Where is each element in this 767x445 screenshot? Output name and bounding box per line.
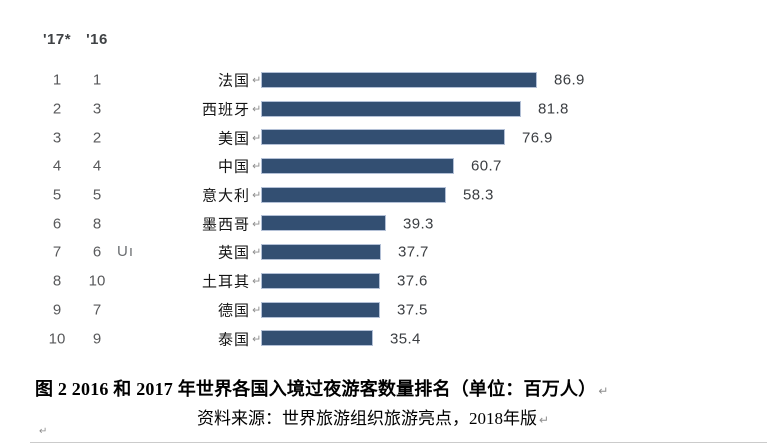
rank-2017: 6 <box>52 215 62 233</box>
bar <box>261 330 373 347</box>
rank-2016: 10 <box>88 272 106 290</box>
bar <box>261 129 505 146</box>
rank-2016: 3 <box>92 100 102 118</box>
chart-row: 3 2 美国 ↵ 76.9 <box>0 123 767 152</box>
paragraph-mark-icon: ↵ <box>252 246 262 259</box>
figure-caption-block: 图 2 2016 和 2017 年世界各国入境过夜游客数量排名（单位：百万人） ↵… <box>35 375 711 429</box>
rank-2016: 7 <box>92 301 102 319</box>
paragraph-mark-icon: ↵ <box>252 103 262 116</box>
rank-2017: 2 <box>52 100 62 118</box>
figure-caption-text: 图 2 2016 和 2017 年世界各国入境过夜游客数量排名（单位：百万人） <box>35 379 597 399</box>
bar <box>261 100 521 117</box>
value-label: 37.5 <box>397 301 428 319</box>
rank-2016: 4 <box>92 157 102 175</box>
rank-2016: 6 <box>92 243 102 261</box>
chart-row: 4 4 中国 ↵ 60.7 <box>0 152 767 181</box>
rank-2017: 5 <box>52 186 62 204</box>
value-label: 37.6 <box>397 272 428 290</box>
rank-2017: 7 <box>52 243 62 261</box>
paragraph-mark-icon: ↵ <box>39 426 48 437</box>
chart-row: 7 6 英国 ↵ 37.7 <box>0 238 767 267</box>
paragraph-mark-icon: ↵ <box>252 304 262 317</box>
paragraph-mark-icon: ↵ <box>252 74 262 87</box>
bar <box>261 272 380 289</box>
country-label: 德国 <box>217 302 250 320</box>
paragraph-mark-icon: ↵ <box>252 189 262 202</box>
paragraph-mark-icon: ↵ <box>598 384 609 398</box>
country-label: 泰国 <box>217 331 250 349</box>
rank-2017: 3 <box>52 129 62 147</box>
value-label: 60.7 <box>471 157 502 175</box>
chart-row: 5 5 意大利 ↵ 58.3 <box>0 181 767 210</box>
paragraph-mark-icon: ↵ <box>538 413 550 427</box>
rank-2017: 9 <box>52 301 62 319</box>
paragraph-mark-icon: ↵ <box>252 275 262 288</box>
value-label: 35.4 <box>390 330 421 348</box>
country-label: 意大利 <box>201 187 250 205</box>
country-label: 土耳其 <box>201 273 250 291</box>
rank-col-header-2016: '16 <box>86 31 108 48</box>
value-label: 86.9 <box>554 71 585 89</box>
paragraph-mark-icon: ↵ <box>252 218 262 231</box>
paragraph-mark-icon: ↵ <box>252 333 262 346</box>
bar <box>261 72 537 88</box>
rank-2017: 4 <box>52 157 62 175</box>
value-label: 37.7 <box>398 243 429 261</box>
bar <box>261 301 380 318</box>
bar <box>261 186 446 203</box>
page-divider <box>30 442 767 443</box>
chart-row: 1 1 法国 ↵ 86.9 <box>0 66 767 95</box>
rank-2016: 5 <box>92 186 102 204</box>
stray-text: Uı <box>117 243 134 261</box>
value-label: 39.3 <box>403 215 434 233</box>
value-label: 76.9 <box>522 129 553 147</box>
rank-2017: 1 <box>52 71 62 89</box>
paragraph-mark-icon: ↵ <box>252 132 262 145</box>
country-label: 英国 <box>217 244 250 262</box>
rank-col-header-2017: '17* <box>42 31 72 48</box>
chart-row: 10 9 泰国 ↵ 35.4 <box>0 324 767 353</box>
value-label: 58.3 <box>463 186 494 204</box>
figure-caption: 图 2 2016 和 2017 年世界各国入境过夜游客数量排名（单位：百万人） ↵ <box>35 375 711 401</box>
chart-row: 6 8 墨西哥 ↵ 39.3 <box>0 209 767 238</box>
rank-2016: 2 <box>92 129 102 147</box>
bar <box>261 244 381 261</box>
country-label: 美国 <box>217 130 250 148</box>
chart-row: 8 10 土耳其 ↵ 37.6 <box>0 267 767 296</box>
rank-2017: 10 <box>48 330 66 348</box>
bar <box>261 215 386 232</box>
country-label: 墨西哥 <box>201 216 250 234</box>
chart-row: 9 7 德国 ↵ 37.5 <box>0 296 767 325</box>
paragraph-mark-icon: ↵ <box>252 160 262 173</box>
country-label: 法国 <box>217 72 250 90</box>
rank-2017: 8 <box>52 272 62 290</box>
rank-2016: 1 <box>92 71 102 89</box>
value-label: 81.8 <box>538 100 569 118</box>
bar-chart: 1 1 法国 ↵ 86.9 2 3 西班牙 ↵ 81.8 3 2 美国 ↵ 76… <box>0 66 767 353</box>
country-label: 中国 <box>217 158 250 176</box>
figure-source-text: 资料来源：世界旅游组织旅游亮点，2018年版 <box>196 409 537 428</box>
country-label: 西班牙 <box>201 101 250 119</box>
rank-2016: 8 <box>92 215 102 233</box>
bar <box>261 158 454 175</box>
rank-2016: 9 <box>92 330 102 348</box>
chart-row: 2 3 西班牙 ↵ 81.8 <box>0 95 767 124</box>
figure-source: 资料来源：世界旅游组织旅游亮点，2018年版 ↵ <box>35 404 711 429</box>
